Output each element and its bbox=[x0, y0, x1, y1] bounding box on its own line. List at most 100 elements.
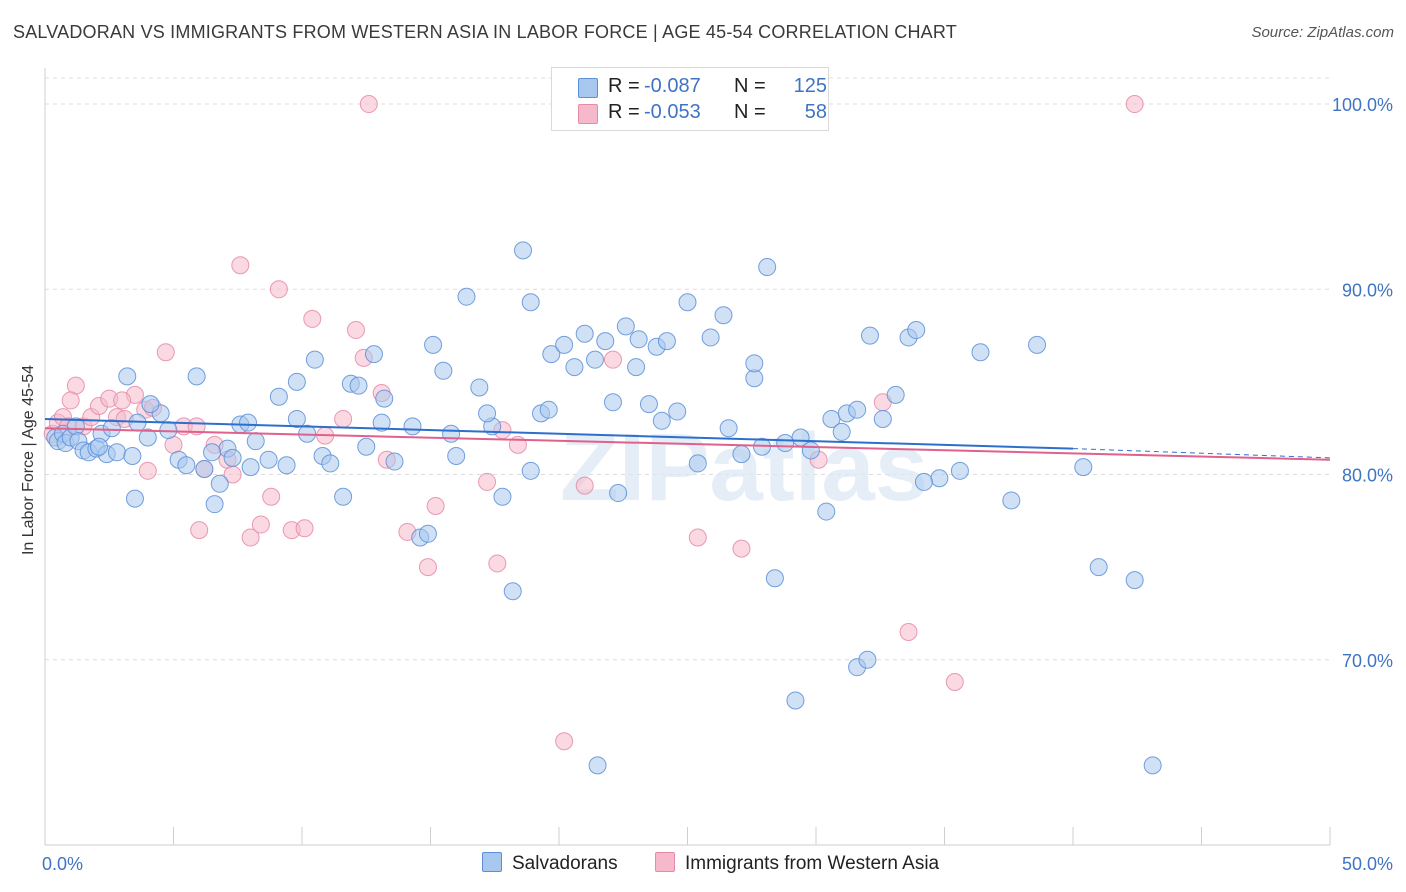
salvadorans-point bbox=[470, 378, 489, 397]
western-asia-point bbox=[426, 497, 445, 516]
salvadorans-point bbox=[817, 502, 836, 521]
salvadorans-point bbox=[195, 459, 214, 478]
salvadorans-point bbox=[177, 456, 196, 475]
pink-swatch bbox=[655, 852, 675, 872]
salvadorans-point bbox=[493, 487, 512, 506]
salvadorans-point bbox=[246, 432, 265, 451]
western-asia-point bbox=[231, 256, 250, 275]
salvadorans-point bbox=[627, 358, 646, 377]
salvadorans-point bbox=[434, 361, 453, 380]
salvadorans-point bbox=[1125, 571, 1144, 590]
western-asia-point bbox=[555, 732, 574, 751]
salvadorans-point bbox=[639, 395, 658, 414]
salvadorans-point bbox=[277, 456, 296, 475]
western-asia-trend-line bbox=[44, 427, 1331, 461]
salvadorans-point bbox=[287, 409, 306, 428]
r-label: R = bbox=[608, 75, 640, 97]
salvadorans-point bbox=[860, 326, 879, 345]
y-tick-label: 90.0% bbox=[1342, 280, 1393, 300]
salvadorans-point bbox=[657, 332, 676, 351]
salvadorans-point bbox=[210, 474, 229, 493]
western-asia-point bbox=[269, 280, 288, 299]
western-asia-point bbox=[359, 95, 378, 114]
salvadorans-point bbox=[447, 447, 466, 465]
western-asia-point bbox=[346, 321, 365, 340]
salvadorans-point bbox=[776, 434, 795, 453]
salvadorans-point bbox=[732, 445, 751, 464]
western-asia-point bbox=[418, 558, 437, 577]
salvadorans-point bbox=[886, 385, 905, 404]
western-asia-point bbox=[138, 461, 157, 480]
salvadorans-point bbox=[478, 404, 497, 423]
salvadorans-trend-line bbox=[44, 417, 1074, 450]
y-axis-title: In Labor Force | Age 45-54 bbox=[20, 365, 37, 555]
salvadorans-point bbox=[521, 461, 540, 480]
salvadorans-point bbox=[205, 495, 224, 514]
salvadorans-point bbox=[616, 317, 635, 336]
western-asia-point bbox=[187, 417, 206, 436]
salvadorans-point bbox=[457, 287, 476, 306]
y-tick-labels: 70.0% 80.0% 90.0% 100.0% bbox=[1332, 95, 1393, 671]
salvadorans-point bbox=[678, 293, 697, 312]
x-tick-min: 0.0% bbox=[42, 854, 83, 874]
salvadorans-point bbox=[138, 428, 157, 447]
salvadorans-point bbox=[349, 376, 368, 395]
y-tick-label: 70.0% bbox=[1342, 651, 1393, 671]
legend-label: Immigrants from Western Asia bbox=[685, 853, 940, 874]
salvadorans-point bbox=[858, 650, 877, 669]
salvadorans-point bbox=[701, 328, 720, 347]
salvadorans-point bbox=[118, 367, 137, 386]
western-asia-point bbox=[1125, 95, 1144, 114]
salvadorans-point bbox=[141, 395, 160, 414]
salvadorans-point bbox=[930, 469, 949, 488]
legend-label: Salvadorans bbox=[512, 853, 618, 874]
salvadorans-point bbox=[259, 450, 278, 469]
western-asia-point bbox=[61, 391, 80, 410]
r-value: -0.053 bbox=[644, 101, 701, 123]
salvadorans-point bbox=[603, 393, 622, 412]
western-asia-point bbox=[732, 539, 751, 558]
salvadorans-point bbox=[950, 461, 969, 480]
salvadorans-point bbox=[832, 422, 851, 441]
salvadorans-point bbox=[442, 424, 461, 443]
chart-title: SALVADORAN VS IMMIGRANTS FROM WESTERN AS… bbox=[13, 22, 957, 42]
salvadorans-point bbox=[786, 691, 805, 710]
salvadorans-point bbox=[159, 421, 178, 440]
salvadorans-point bbox=[269, 387, 288, 406]
legend-item-western-asia: Immigrants from Western Asia bbox=[655, 852, 939, 875]
western-asia-point bbox=[488, 554, 507, 573]
salvadorans-point bbox=[223, 448, 242, 467]
salvadorans-point bbox=[714, 306, 733, 325]
salvadorans-point bbox=[107, 443, 126, 462]
salvadorans-point bbox=[287, 372, 306, 391]
western-asia-point bbox=[190, 521, 209, 540]
salvadorans-point bbox=[907, 321, 926, 340]
western-asia-point bbox=[251, 515, 270, 534]
data-points bbox=[43, 95, 1162, 775]
salvadorans-point bbox=[385, 452, 404, 471]
salvadorans-point bbox=[403, 417, 422, 436]
western-asia-point bbox=[241, 528, 260, 547]
salvadorans-point bbox=[668, 402, 687, 421]
western-asia-point bbox=[295, 519, 314, 538]
western-asia-point bbox=[945, 672, 964, 691]
pink-swatch bbox=[578, 104, 598, 124]
salvadorans-point bbox=[765, 569, 784, 588]
salvadorans-point bbox=[418, 524, 437, 543]
n-label: N = bbox=[734, 75, 766, 97]
r-value: -0.087 bbox=[644, 75, 701, 97]
salvadorans-point bbox=[565, 358, 584, 377]
salvadorans-point bbox=[555, 335, 574, 354]
y-tick-label: 80.0% bbox=[1342, 466, 1393, 486]
salvadorans-point bbox=[588, 756, 607, 775]
stats-legend: R = -0.087 N = 125 R = -0.053 N = 58 bbox=[551, 67, 829, 131]
salvadorans-point bbox=[203, 443, 222, 462]
salvadorans-point bbox=[514, 241, 533, 260]
salvadorans-point bbox=[609, 484, 628, 503]
western-asia-point bbox=[262, 487, 281, 506]
salvadorans-point bbox=[1143, 756, 1162, 775]
salvadorans-point bbox=[1074, 458, 1093, 477]
salvadorans-trend-extension bbox=[1072, 448, 1331, 459]
salvadorans-point bbox=[652, 411, 671, 430]
